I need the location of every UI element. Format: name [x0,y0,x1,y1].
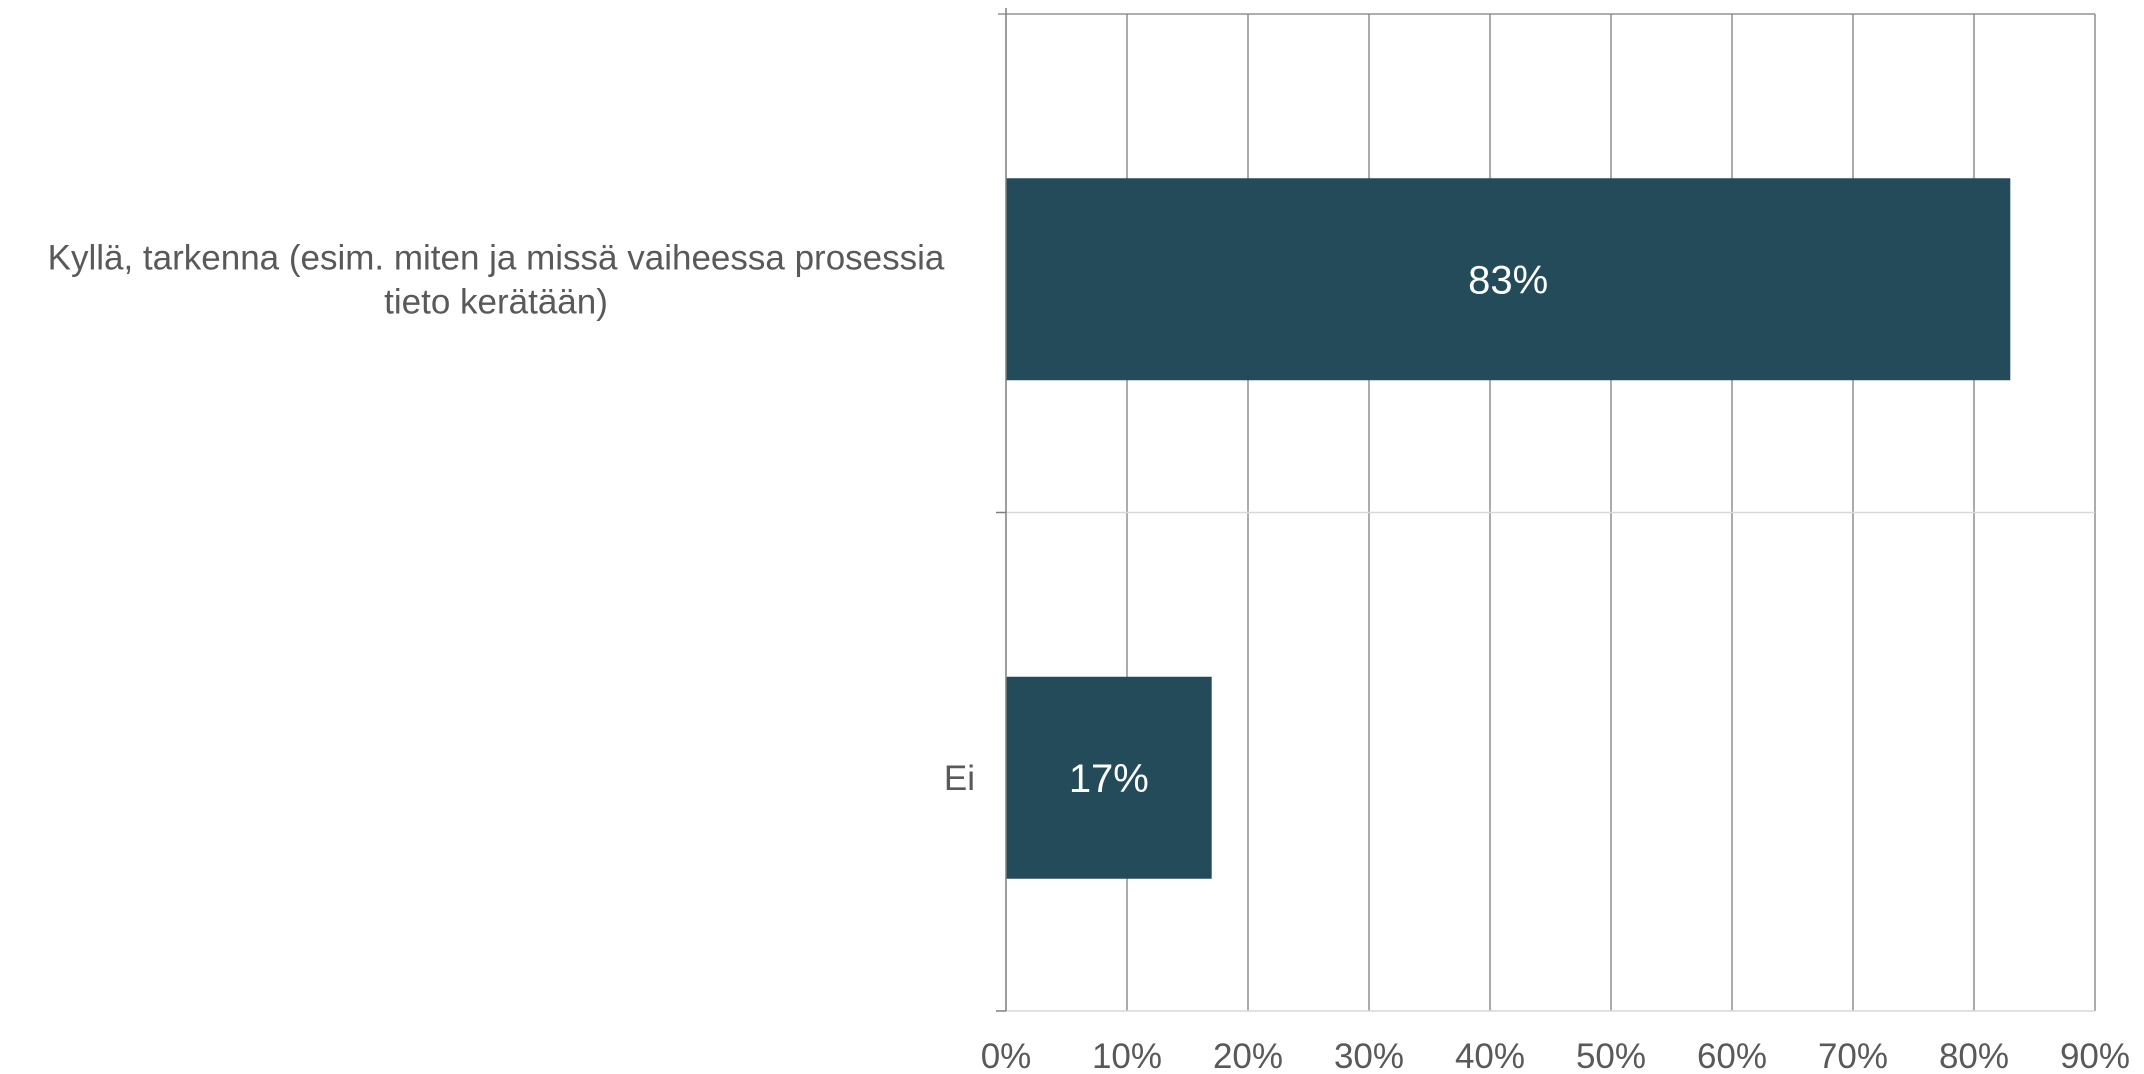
category-label-0-line-0: Kyllä, tarkenna (esim. miten ja missä va… [48,238,945,277]
tick-label-0: 0% [981,1037,1032,1074]
category-label-1-line-0: Ei [944,759,975,798]
bars [1006,178,2011,879]
data-label-1: 17% [1069,757,1149,801]
tick-label-40: 40% [1455,1037,1525,1074]
tick-label-90: 90% [2060,1037,2130,1074]
data-label-0: 83% [1468,258,1548,302]
tick-label-50: 50% [1576,1037,1646,1074]
bar-1 [1006,676,1212,879]
tick-label-10: 10% [1092,1037,1162,1074]
tick-label-80: 80% [1939,1037,2009,1074]
tick-label-70: 70% [1818,1037,1888,1074]
labels: 0% 10% 20% 30% 40% 50% 60% 70% 80% 90% 83% Kyllä, t… [48,238,2130,1074]
tick-label-60: 60% [1697,1037,1767,1074]
tick-label-30: 30% [1334,1037,1404,1074]
tick-label-20: 20% [1213,1037,1283,1074]
axes [996,8,2095,1012]
category-label-0-line-1: tieto kerätään) [384,282,608,321]
bar-0 [1006,178,2011,381]
